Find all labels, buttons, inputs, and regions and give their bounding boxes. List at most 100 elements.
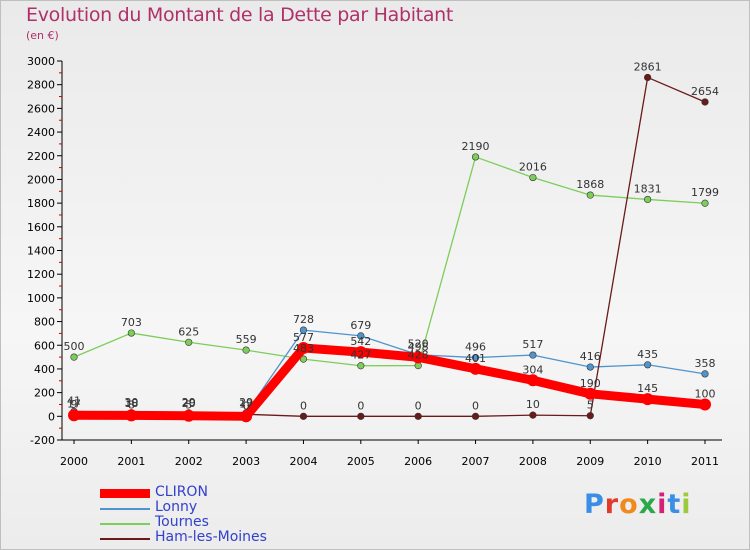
data-label: 29 [239, 396, 253, 409]
data-label: 577 [293, 331, 314, 344]
data-point-cliron [469, 362, 482, 375]
x-tick-label: 2007 [462, 455, 490, 468]
data-label: 1831 [634, 182, 662, 195]
data-label: 428 [408, 349, 429, 362]
data-label: 9 [71, 398, 78, 411]
x-tick-label: 2003 [232, 455, 260, 468]
data-label: 18 [124, 397, 138, 410]
logo-letter: o [619, 489, 639, 520]
data-point-lonny [586, 363, 594, 371]
data-label: 401 [465, 352, 486, 365]
data-label: 5 [587, 399, 594, 412]
data-point-cliron [699, 398, 711, 411]
legend-swatch [100, 489, 150, 498]
data-point-lonny [299, 326, 308, 334]
series-line-tournes [73, 156, 706, 367]
data-point-lonny [644, 361, 652, 369]
data-label: 0 [472, 399, 479, 412]
data-label: 17 [239, 397, 253, 410]
data-point-lonny [701, 370, 709, 378]
data-point-cliron [297, 341, 310, 354]
legend-swatch [100, 522, 150, 525]
proxiti-logo: Proxiti [584, 489, 692, 520]
data-point-tournes [127, 329, 135, 337]
data-label: 0 [415, 399, 422, 412]
x-tick-label: 2011 [691, 455, 719, 468]
legend-label: Tournes [155, 514, 209, 530]
data-point-tournes [701, 199, 709, 207]
data-label: 17 [67, 397, 81, 410]
data-point-cliron [240, 410, 253, 423]
data-label: 8 [128, 398, 135, 411]
y-tick-label: 2600 [27, 102, 55, 115]
legend-label: Ham-les-Moines [155, 529, 267, 545]
logo-letter: x [638, 489, 658, 520]
data-point-ham-les-moines [471, 412, 480, 420]
data-label: 542 [350, 335, 371, 348]
data-label: 29 [182, 396, 196, 409]
y-tick-label: 2000 [27, 173, 55, 186]
y-tick-label: -200 [30, 434, 55, 447]
data-point-tournes [70, 353, 78, 361]
logo-letter: P [584, 489, 605, 520]
data-label: 2861 [634, 60, 662, 73]
data-label: 190 [580, 377, 601, 390]
data-point-ham-les-moines [701, 98, 709, 106]
data-point-lonny [357, 332, 365, 340]
data-point-ham-les-moines [586, 412, 594, 420]
y-tick-label: 2800 [27, 79, 55, 92]
data-point-cliron [68, 409, 80, 422]
x-tick-label: 2000 [60, 455, 88, 468]
x-tick-label: 2009 [576, 455, 604, 468]
data-point-tournes [529, 173, 537, 182]
logo-letter: i [681, 489, 692, 520]
data-label: 559 [236, 333, 257, 346]
legend-label: Lonny [155, 499, 198, 515]
chart-series [68, 73, 711, 423]
data-label: 41 [67, 394, 81, 407]
y-tick-label: 600 [34, 339, 55, 352]
y-tick-label: 3000 [27, 55, 55, 68]
data-point-lonny [529, 351, 537, 359]
data-label: 0 [357, 399, 364, 412]
data-point-tournes [357, 362, 365, 370]
y-tick-label: 1400 [27, 245, 55, 258]
data-point-tournes [242, 346, 250, 354]
data-point-tournes [644, 195, 652, 204]
data-label: 1868 [576, 178, 604, 191]
x-tick-label: 2010 [634, 455, 662, 468]
data-label: 498 [408, 340, 429, 353]
data-label: 145 [637, 382, 658, 395]
y-tick-label: 2400 [27, 126, 55, 139]
data-label: 625 [178, 325, 199, 338]
x-tick-label: 2004 [289, 455, 317, 468]
data-point-cliron [641, 393, 654, 406]
x-tick-label: 2006 [404, 455, 432, 468]
y-tick-label: 1000 [27, 292, 55, 305]
data-label: 703 [121, 316, 142, 329]
data-point-tournes [586, 191, 594, 199]
data-point-ham-les-moines [414, 412, 422, 420]
logo-letter: r [604, 489, 620, 520]
y-tick-label: 1800 [27, 197, 55, 210]
data-label: 679 [350, 319, 371, 332]
data-label: 416 [580, 350, 601, 363]
data-label: 304 [522, 363, 543, 376]
y-tick-label: 200 [34, 387, 55, 400]
data-point-cliron [354, 346, 367, 359]
data-label: 2190 [462, 140, 490, 153]
series-line-cliron [73, 343, 706, 421]
data-point-ham-les-moines [644, 73, 652, 82]
data-point-cliron [412, 351, 425, 364]
y-tick-label: 400 [34, 363, 55, 376]
legend-swatch [100, 537, 150, 540]
data-label: 358 [695, 357, 716, 370]
chart-subtitle: (en €) [26, 29, 59, 42]
data-label: 435 [637, 348, 658, 361]
data-label: 517 [522, 338, 543, 351]
logo-letter: t [667, 489, 682, 520]
data-label: 20 [182, 397, 196, 410]
chart-axes: -200020040060080010001200140016001800200… [27, 55, 722, 468]
